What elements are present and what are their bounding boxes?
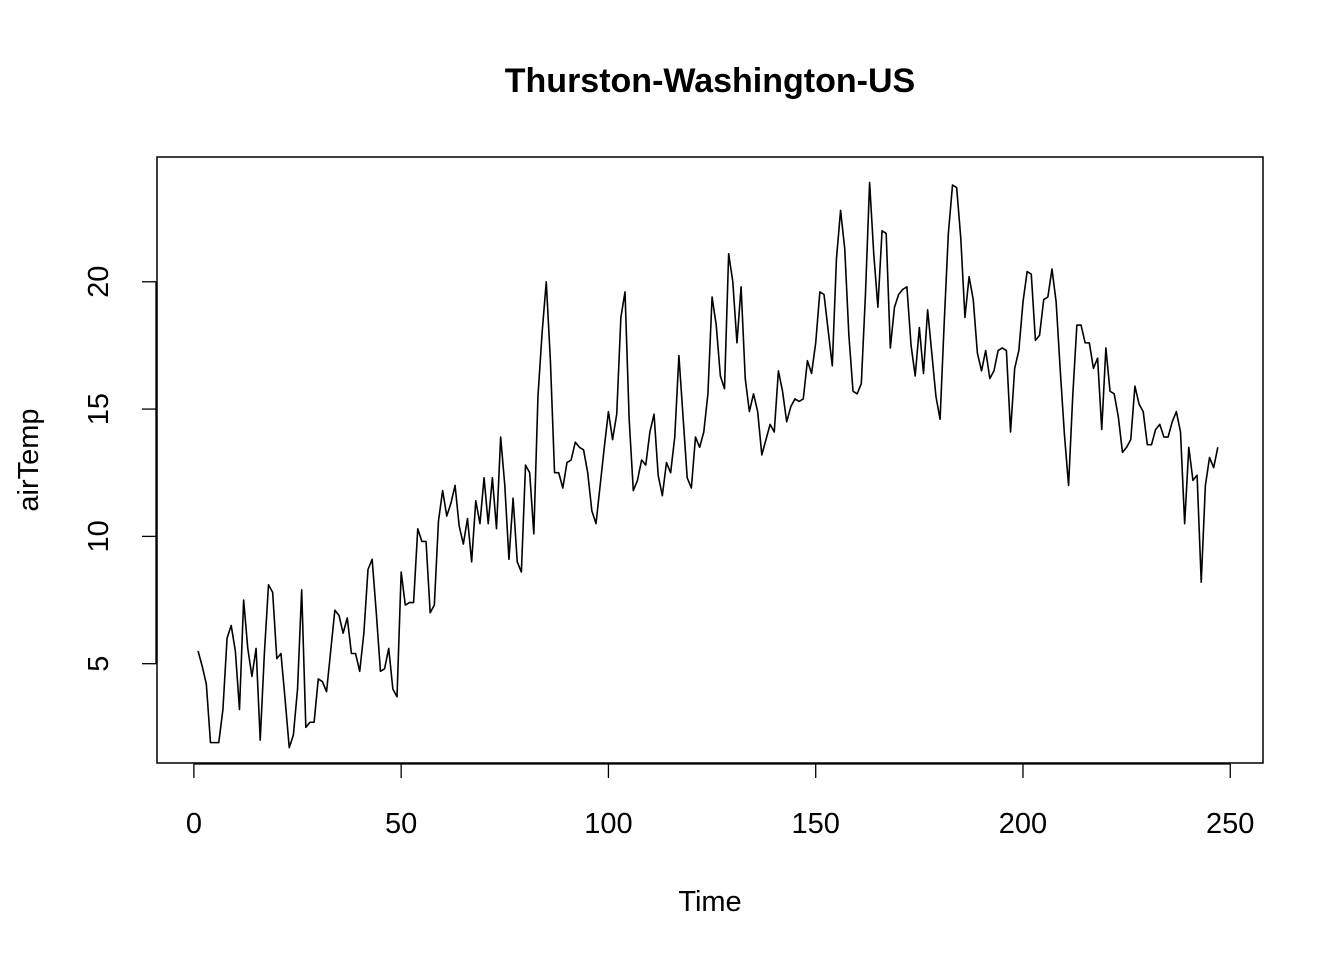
x-tick-label: 100: [584, 808, 632, 840]
x-tick-label: 150: [792, 808, 840, 840]
x-tick-label: 0: [186, 808, 202, 840]
chart-title: Thurston-Washington-US: [505, 62, 915, 100]
y-axis: 5 10 15 20: [83, 266, 157, 672]
y-tick-label: 5: [83, 656, 115, 672]
plot-frame: [156, 156, 1264, 764]
series-line: [197, 181, 1219, 749]
series-group: [197, 181, 1219, 749]
y-tick-label: 10: [83, 520, 115, 552]
y-tick-label: 20: [83, 266, 115, 298]
x-tick-label: 250: [1206, 808, 1254, 840]
x-tick-label: 200: [999, 808, 1047, 840]
x-axis: 0 50 100 150 200 250: [186, 763, 1254, 840]
y-axis-label: airTemp: [13, 408, 45, 511]
x-axis-label: Time: [678, 886, 741, 918]
x-tick-label: 50: [385, 808, 417, 840]
y-tick-label: 15: [83, 393, 115, 425]
